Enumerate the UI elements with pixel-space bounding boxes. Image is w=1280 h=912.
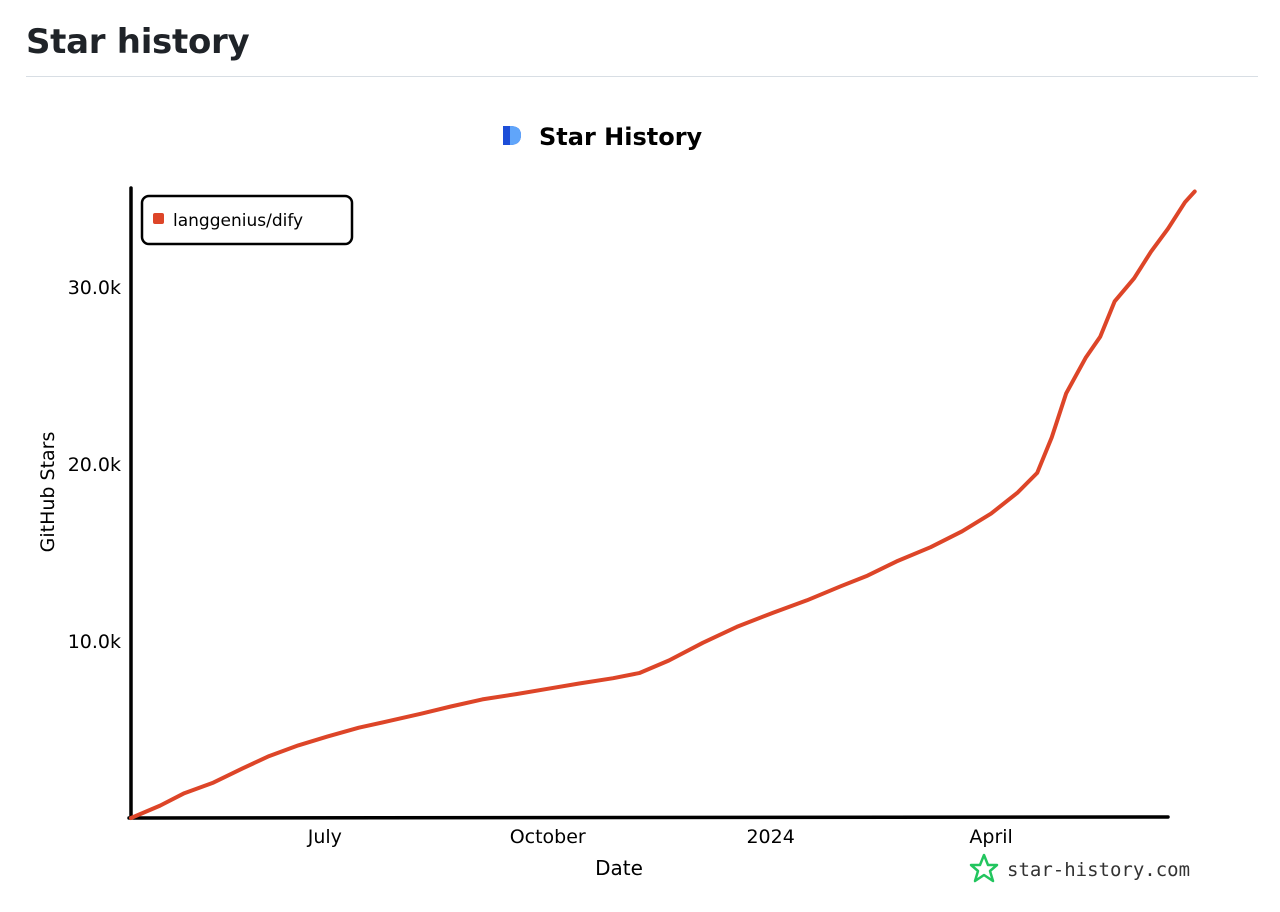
page-title: Star history xyxy=(26,22,250,62)
watermark[interactable]: star-history.com xyxy=(969,853,1190,883)
y-tick-labels: 10.0k 20.0k 30.0k xyxy=(68,277,121,653)
legend-box xyxy=(140,194,354,246)
y-tick-label: 30.0k xyxy=(68,277,121,299)
y-tick-label: 20.0k xyxy=(68,454,121,476)
legend: langgenius/dify xyxy=(140,194,354,246)
legend-swatch xyxy=(153,213,164,224)
x-tick-labels: July October 2024 April xyxy=(307,826,1013,848)
x-tick-label: 2024 xyxy=(746,826,794,848)
x-tick-label: October xyxy=(510,826,586,848)
y-axis-label: GitHub Stars xyxy=(37,432,59,553)
x-axis-label: Date xyxy=(595,856,643,880)
x-tick-label: April xyxy=(969,826,1012,848)
x-axis-line xyxy=(127,815,1170,820)
chart-title-group: Star History xyxy=(503,123,703,151)
series-line-0 xyxy=(129,189,1197,820)
star-outline-icon xyxy=(969,853,999,883)
series-layer xyxy=(129,189,1197,820)
y-tick-label: 10.0k xyxy=(68,631,121,653)
legend-label: langgenius/dify xyxy=(173,211,303,231)
chart-title: Star History xyxy=(539,123,703,151)
x-tick-label: July xyxy=(307,826,342,848)
axes xyxy=(127,186,1170,820)
page-header: Star history xyxy=(26,20,1258,77)
star-history-logo-icon xyxy=(503,126,521,145)
watermark-text[interactable]: star-history.com xyxy=(1007,859,1190,881)
